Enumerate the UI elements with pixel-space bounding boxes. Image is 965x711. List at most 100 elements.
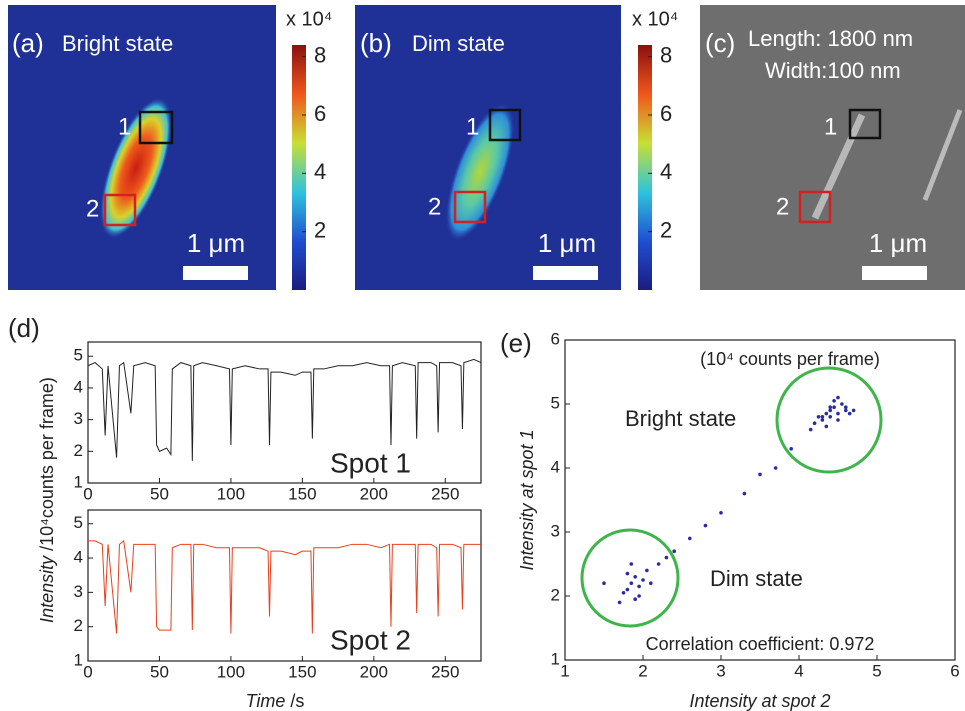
x-tick-label: 200 <box>360 662 388 681</box>
point <box>820 415 825 419</box>
x-tick-label: 5 <box>872 661 881 680</box>
spot-label: 1 <box>466 113 479 140</box>
point <box>641 578 645 582</box>
point <box>836 411 840 416</box>
colorbar-tick-label: 2 <box>660 217 672 242</box>
x-tick-label: 250 <box>431 662 459 681</box>
box <box>138 110 174 145</box>
x-tick-label: 50 <box>150 662 169 681</box>
y-tick-label: 4 <box>551 457 560 476</box>
scalebar <box>862 266 927 280</box>
point <box>816 415 821 419</box>
plot-frame <box>87 341 482 484</box>
panel-label: (a) <box>12 28 44 58</box>
point <box>649 581 653 585</box>
rod <box>446 104 514 240</box>
y-axis-label: Intensity at spot 1 <box>517 429 537 570</box>
x-tick-label: 4 <box>794 661 803 680</box>
point <box>832 399 836 403</box>
x-axis-label-part: Time <box>246 691 286 711</box>
point <box>602 581 606 585</box>
y-tick-label: 4 <box>74 548 83 567</box>
panel-label: (d) <box>8 313 40 343</box>
colorbar-tick-label: 4 <box>314 159 326 184</box>
trace <box>87 358 482 461</box>
rod <box>811 113 866 220</box>
colorbar-label: x 10⁴ <box>286 8 332 30</box>
y-tick-label: 5 <box>551 393 560 412</box>
point <box>789 447 793 451</box>
x-tick-label: 100 <box>217 484 245 503</box>
image-title: Bright state <box>62 31 173 56</box>
point <box>812 421 817 426</box>
x-tick-label: 250 <box>431 484 459 503</box>
colorbar-tick-label: 6 <box>660 101 672 126</box>
x-tick-label: 3 <box>716 661 725 680</box>
y-tick-label: 1 <box>551 649 560 668</box>
image <box>700 5 965 290</box>
annotation: Bright state <box>625 406 736 431</box>
box <box>103 193 137 227</box>
point <box>828 415 832 419</box>
point <box>828 405 832 410</box>
point <box>742 491 747 496</box>
panel-c: (c) Length: 1800 nm Width:100 nm 1 2 1 μ… <box>700 5 965 290</box>
y-tick-label: 4 <box>74 377 83 396</box>
x-tick-label: 50 <box>150 484 169 503</box>
x-tick-label: 150 <box>288 662 316 681</box>
colorbar-tick-label: 8 <box>660 42 672 67</box>
colorbar-tick-label: 6 <box>314 101 326 126</box>
x-axis-label-part: /s <box>285 691 304 711</box>
box <box>798 190 832 224</box>
point <box>824 424 829 429</box>
x-tick-label: 100 <box>217 662 245 681</box>
point <box>836 395 840 400</box>
rod <box>922 109 963 201</box>
colorbar <box>638 45 652 290</box>
point <box>617 600 622 605</box>
x-tick-label: 2 <box>638 661 647 680</box>
scalebar-label: 1 μm <box>869 228 927 258</box>
point <box>637 584 641 589</box>
annotation: Spot 2 <box>330 624 411 655</box>
scalebar <box>183 266 248 280</box>
x-axis-label: Time /s <box>246 691 305 711</box>
point <box>637 594 641 598</box>
y-tick-label: 2 <box>74 441 83 460</box>
y-tick-label: 2 <box>551 585 560 604</box>
point <box>836 418 840 422</box>
plot-frame <box>87 509 482 662</box>
spot-label: 1 <box>118 113 131 140</box>
image-title: Dim state <box>412 31 505 56</box>
spot-label: 2 <box>86 195 99 222</box>
point <box>656 562 661 566</box>
rod <box>100 98 172 238</box>
point <box>645 568 649 573</box>
annotation: Dim state <box>710 566 803 591</box>
state-circle <box>580 528 680 628</box>
point <box>719 511 723 515</box>
x-tick-label: 1 <box>560 661 569 680</box>
panel-b: (b) Dim state 1 2 1 μm <box>355 5 621 290</box>
colorbar-tick-label: 2 <box>314 217 326 242</box>
subtitle: (10⁴ counts per frame) <box>700 349 880 369</box>
point <box>625 571 630 576</box>
x-tick-label: 150 <box>288 484 316 503</box>
point <box>664 555 669 560</box>
point <box>633 597 637 601</box>
y-tick-label: 5 <box>74 513 83 532</box>
plot-frame <box>564 339 956 661</box>
point <box>828 408 832 413</box>
x-tick-label: 0 <box>83 484 92 503</box>
spot-label: 1 <box>824 113 837 140</box>
spot-label: 2 <box>428 193 441 220</box>
annotation: Correlation coefficient: 0.972 <box>646 634 875 654</box>
box <box>488 108 522 142</box>
point <box>840 402 844 406</box>
y-axis-label: Intensity /10⁴counts per frame) <box>37 377 57 623</box>
colorbar-label: x 10⁴ <box>632 8 678 30</box>
panel-label: (c) <box>705 28 735 58</box>
point <box>758 472 762 477</box>
y-axis-label-part: /10⁴counts per frame) <box>37 377 57 556</box>
